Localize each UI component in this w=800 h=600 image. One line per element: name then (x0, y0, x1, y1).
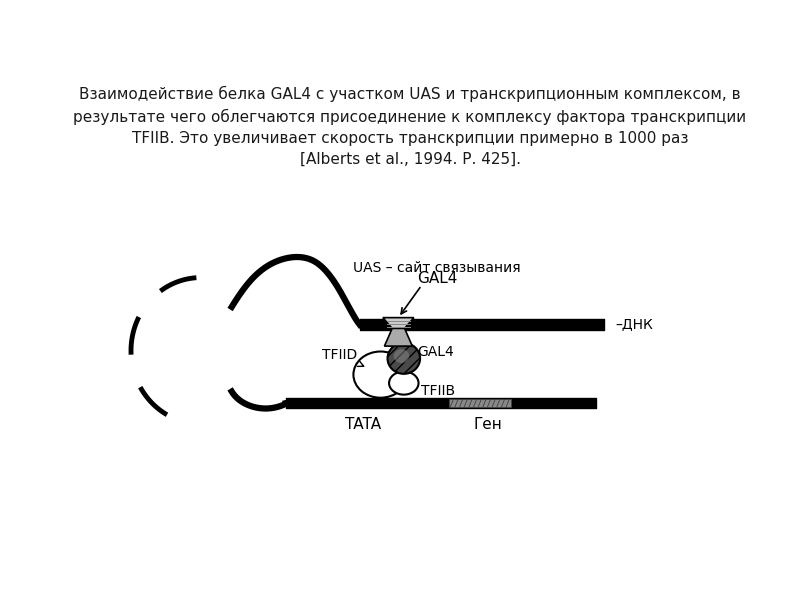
Text: –ДНК: –ДНК (615, 317, 653, 332)
Text: UAS – сайт связывания: UAS – сайт связывания (354, 260, 521, 275)
Ellipse shape (387, 343, 420, 374)
Ellipse shape (389, 371, 418, 395)
Text: Ген: Ген (473, 417, 502, 432)
Polygon shape (383, 317, 414, 328)
Ellipse shape (354, 352, 408, 398)
Text: TATA: TATA (346, 417, 382, 432)
Text: Взаимодействие белка GAL4 с участком UAS и транскрипционным комплексом, в
резуль: Взаимодействие белка GAL4 с участком UAS… (74, 86, 746, 167)
Polygon shape (385, 328, 412, 346)
Text: TFIIB: TFIIB (421, 384, 455, 398)
FancyBboxPatch shape (449, 399, 510, 407)
Ellipse shape (394, 349, 410, 363)
Text: GAL4: GAL4 (417, 271, 458, 286)
Text: GAL4: GAL4 (418, 345, 454, 359)
Text: TFIID: TFIID (322, 348, 364, 367)
